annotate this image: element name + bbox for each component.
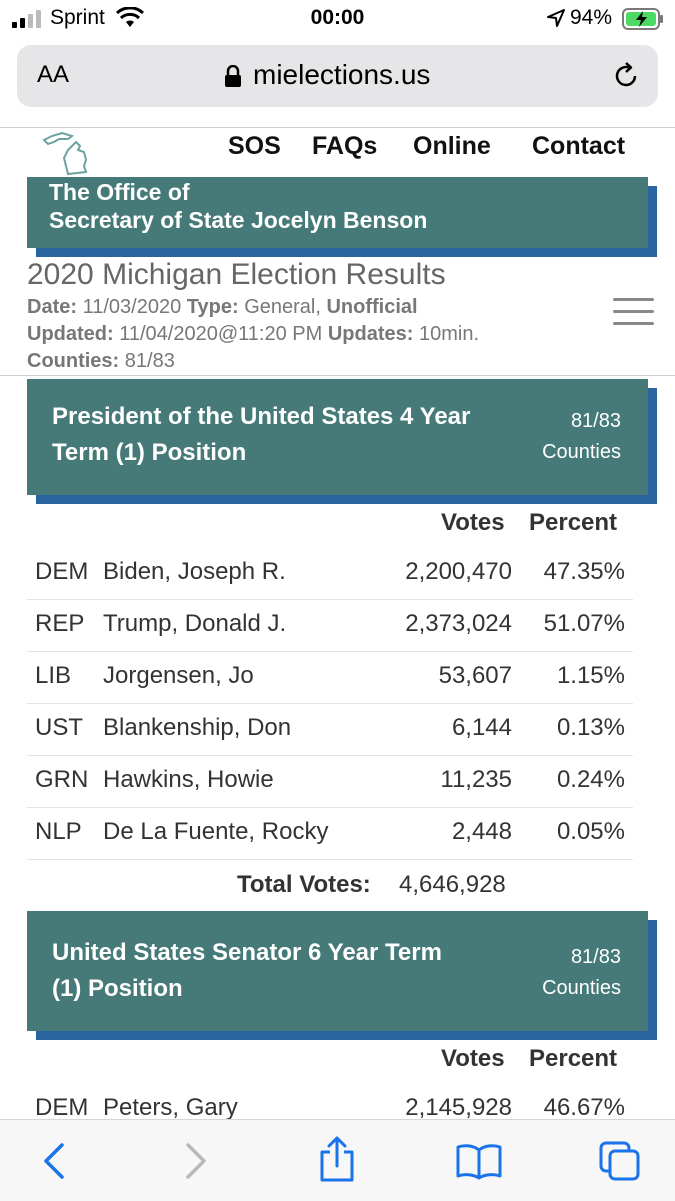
- race-counties-label: Counties: [542, 441, 621, 463]
- percent-column-header: Percent: [529, 1045, 618, 1072]
- table-row: DEM Peters, Gary 2,145,928 46.67%: [27, 1083, 633, 1136]
- battery-charging-icon: [622, 8, 663, 30]
- lock-icon: [225, 65, 241, 87]
- vote-percent: 0.13%: [556, 714, 625, 741]
- nav-contact[interactable]: Contact: [532, 132, 626, 160]
- vote-count: 2,200,470: [405, 558, 512, 585]
- vote-count: 11,235: [440, 766, 512, 793]
- vote-count: 2,145,928: [405, 1094, 512, 1121]
- votes-column-header: Votes: [441, 1045, 505, 1072]
- address-bar[interactable]: AA mielections.us: [17, 45, 658, 107]
- party: UST: [35, 714, 83, 741]
- location-arrow-icon: [547, 9, 565, 27]
- table-row: UST Blankenship, Don 6,144 0.13%: [27, 703, 633, 756]
- date-label: Date:: [27, 296, 78, 318]
- party: NLP: [35, 818, 82, 845]
- results-status: Unofficial: [326, 296, 418, 318]
- election-date: 11/03/2020: [82, 296, 182, 318]
- book-icon[interactable]: [456, 1142, 502, 1180]
- vote-percent: 47.35%: [543, 558, 625, 585]
- party: DEM: [35, 558, 89, 585]
- updates-label: Updates:: [327, 323, 414, 345]
- counties-label: Counties:: [27, 350, 120, 372]
- vote-count: 2,448: [451, 818, 512, 845]
- meta-line-updated: Updated: 11/04/2020@11:20 PM Updates: 10…: [27, 323, 479, 346]
- vote-percent: 51.07%: [543, 610, 625, 637]
- reload-icon[interactable]: [611, 61, 641, 91]
- michigan-map-logo[interactable]: [42, 130, 94, 176]
- candidate-name: Biden, Joseph R.: [103, 558, 286, 585]
- party: DEM: [35, 1094, 89, 1121]
- vote-percent: 46.67%: [543, 1094, 625, 1121]
- race-counties-label: Counties: [542, 977, 621, 999]
- race-header-president[interactable]: President of the United States 4 Year Te…: [27, 379, 648, 495]
- table-row: GRN Hawkins, Howie 11,235 0.24%: [27, 755, 633, 808]
- vote-count: 2,373,024: [405, 610, 512, 637]
- update-interval: 10min.: [418, 323, 480, 345]
- race-header-senate[interactable]: United States Senator 6 Year Term (1) Po…: [27, 911, 648, 1031]
- candidate-name: Peters, Gary: [103, 1094, 238, 1121]
- election-type: General,: [244, 296, 321, 318]
- race-title-line-2: Term (1) Position: [52, 439, 247, 466]
- total-votes: 4,646,928: [399, 871, 506, 898]
- race-counties: 81/83: [570, 410, 621, 432]
- meta-line-counties: Counties: 81/83: [27, 350, 175, 373]
- nav-faqs[interactable]: FAQs: [312, 132, 378, 160]
- race-counties: 81/83: [570, 946, 621, 968]
- party: GRN: [35, 766, 89, 793]
- counties-reporting: 81/83: [124, 350, 175, 372]
- updated-time: 11/04/2020@11:20 PM: [119, 323, 323, 345]
- candidate-name: Blankenship, Don: [103, 714, 292, 741]
- vote-percent: 0.05%: [556, 818, 625, 845]
- status-bar: Sprint 00:00 94%: [0, 0, 675, 38]
- vote-percent: 0.24%: [556, 766, 625, 793]
- section-divider: [0, 375, 675, 376]
- candidate-name: Hawkins, Howie: [103, 766, 274, 793]
- total-votes-label: Total Votes:: [237, 871, 371, 898]
- type-label: Type:: [186, 296, 239, 318]
- updated-label: Updated:: [27, 323, 114, 345]
- race-title-line-1: United States Senator 6 Year Term: [52, 939, 442, 966]
- nav-sos[interactable]: SOS: [228, 132, 281, 160]
- office-banner: The Office of Secretary of State Jocelyn…: [27, 177, 648, 248]
- vote-count: 6,144: [451, 714, 512, 741]
- signal-icon: [12, 10, 41, 28]
- table-row: REP Trump, Donald J. 2,373,024 51.07%: [27, 599, 633, 652]
- meta-line-date: Date: 11/03/2020 Type: General, Unoffici…: [27, 296, 418, 319]
- clock: 00:00: [310, 6, 365, 29]
- page-title: 2020 Michigan Election Results: [27, 258, 446, 291]
- wifi-icon: [116, 7, 144, 27]
- table-row: LIB Jorgensen, Jo 53,607 1.15%: [27, 651, 633, 704]
- party: LIB: [35, 662, 72, 689]
- menu-icon[interactable]: [613, 298, 654, 328]
- tabs-icon[interactable]: [598, 1140, 642, 1182]
- banner-line-1: The Office of: [49, 179, 190, 205]
- chevron-right-icon[interactable]: [184, 1142, 210, 1180]
- party: REP: [35, 610, 85, 637]
- table-row: DEM Biden, Joseph R. 2,200,470 47.35%: [27, 547, 633, 600]
- vote-count: 53,607: [438, 662, 512, 689]
- candidate-name: Jorgensen, Jo: [103, 662, 254, 689]
- share-icon[interactable]: [318, 1136, 356, 1182]
- nav-online[interactable]: Online: [413, 132, 491, 160]
- table-row: NLP De La Fuente, Rocky 2,448 0.05%: [27, 807, 633, 860]
- url-text[interactable]: mielections.us: [253, 59, 431, 90]
- race-title-line-2: (1) Position: [52, 975, 183, 1002]
- candidate-name: Trump, Donald J.: [103, 610, 287, 637]
- percent-column-header: Percent: [529, 509, 618, 536]
- page-top-divider: [0, 127, 675, 128]
- banner-line-2: Secretary of State Jocelyn Benson: [49, 207, 428, 233]
- battery-percent: 94%: [570, 6, 613, 29]
- candidate-name: De La Fuente, Rocky: [103, 818, 329, 845]
- chevron-left-icon[interactable]: [40, 1142, 66, 1180]
- vote-percent: 1.15%: [556, 662, 625, 689]
- text-size-button[interactable]: AA: [37, 61, 70, 88]
- browser-toolbar: [0, 1119, 675, 1201]
- carrier-name: Sprint: [50, 6, 105, 29]
- votes-column-header: Votes: [441, 509, 505, 536]
- race-title-line-1: President of the United States 4 Year: [52, 403, 471, 430]
